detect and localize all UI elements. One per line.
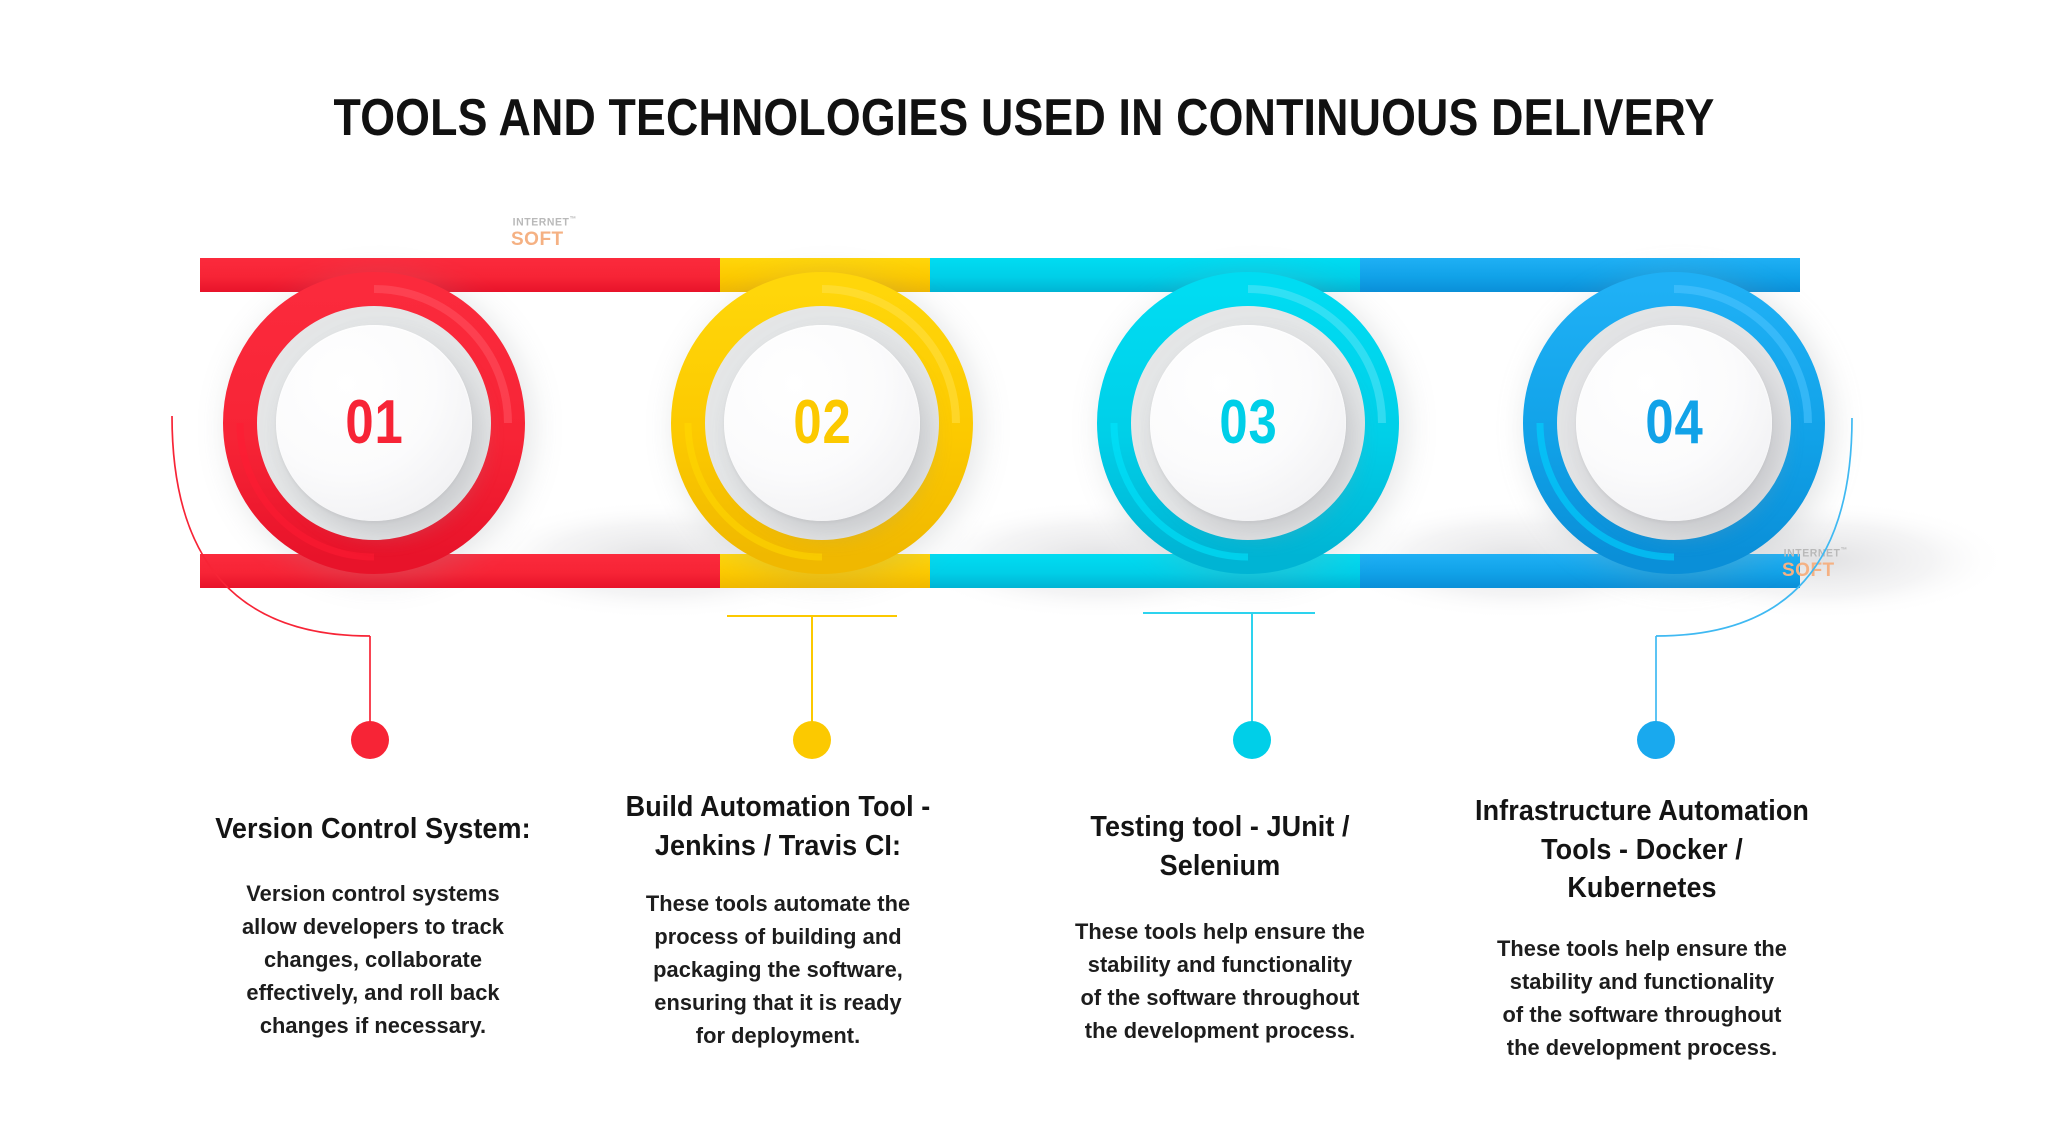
step-number-04: 04 <box>1644 388 1704 457</box>
step-block-03: Testing tool - JUnit / Selenium These to… <box>1020 808 1420 1047</box>
watermark-logo-bottom: INTERNET™ SOFT <box>1782 547 1849 580</box>
step-number-01: 01 <box>344 388 404 457</box>
step-block-01: Version Control System: Version control … <box>178 810 568 1042</box>
step-number-03: 03 <box>1218 388 1278 457</box>
watermark-logo-top: INTERNET™ SOFT <box>511 216 578 249</box>
process-track: 01 02 03 04 INTERNET™ SOFT INTERNET™ SOF… <box>200 216 2010 620</box>
watermark-bottom-text: SOFT <box>511 228 564 250</box>
step-disc-04[interactable]: 04 <box>1576 325 1772 521</box>
step-descriptions: Version Control System: Version control … <box>0 770 2048 1110</box>
step-body-03: These tools help ensure the stability an… <box>1075 919 1365 1044</box>
step-heading-02: Build Automation Tool - Jenkins / Travis… <box>625 791 931 862</box>
step-body-01: Version control systems allow developers… <box>241 880 504 1038</box>
watermark-top-text: INTERNET™ <box>512 216 577 229</box>
step-heading-01: Version Control System: <box>215 813 531 845</box>
step-body-02: These tools automate the process of buil… <box>645 891 911 1049</box>
step-block-04: Infrastructure Automation Tools - Docker… <box>1452 792 1832 1064</box>
page-title: TOOLS AND TECHNOLOGIES USED IN CONTINUOU… <box>333 89 1715 147</box>
step-heading-03: Testing tool - JUnit / Selenium <box>1090 811 1350 882</box>
watermark-top-text: INTERNET™ <box>1783 547 1848 560</box>
step-block-02: Build Automation Tool - Jenkins / Travis… <box>608 788 948 1052</box>
step-disc-03[interactable]: 03 <box>1150 325 1346 521</box>
step-disc-02[interactable]: 02 <box>724 325 920 521</box>
step-heading-04: Infrastructure Automation Tools - Docker… <box>1475 795 1809 905</box>
step-disc-01[interactable]: 01 <box>276 325 472 521</box>
step-number-02: 02 <box>792 388 852 457</box>
watermark-bottom-text: SOFT <box>1782 559 1835 581</box>
step-body-04: These tools help ensure the stability an… <box>1497 935 1787 1060</box>
